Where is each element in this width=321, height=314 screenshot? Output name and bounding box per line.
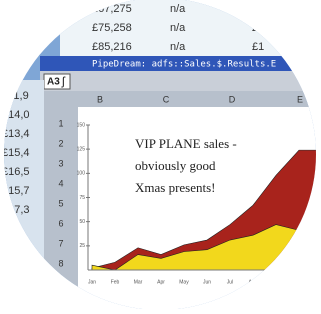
left-value: £16,5	[2, 166, 30, 178]
cell-text: £1	[252, 41, 264, 53]
y-tick-label: 50	[79, 219, 85, 225]
window-title: PipeDream: adfs::Sales.$.Results.E	[92, 60, 276, 70]
column-label: E	[297, 94, 303, 104]
cell-text: £67,275	[92, 3, 132, 15]
left-value: £17,3	[2, 204, 30, 216]
x-tick-label: Aug	[249, 279, 258, 285]
left-value: £14,0	[2, 109, 30, 121]
cell-text: £1	[252, 22, 264, 34]
column-header	[40, 91, 321, 107]
cell-ref: A3	[47, 77, 60, 88]
cell-text: £75,258	[92, 22, 132, 34]
cell-text: n/a	[170, 3, 186, 15]
left-value: £15,7	[2, 185, 30, 197]
chart-annotation: obviously good	[135, 158, 216, 173]
x-tick-label: Jun	[203, 279, 211, 285]
cell-text: n/a	[170, 41, 186, 53]
row-label: 1	[58, 118, 63, 128]
row-label: 5	[58, 198, 63, 208]
column-label: C	[163, 94, 170, 104]
y-tick-label: 125	[77, 146, 86, 152]
x-tick-label: Jul	[227, 279, 233, 285]
row-label: 8	[58, 258, 63, 268]
photo: £67,275 n/a £75,258 n/a £1 £85,216 n/a £1 PipeDr…	[0, 0, 321, 309]
row-label: 2	[58, 138, 63, 148]
row-label: 6	[58, 218, 63, 228]
y-tick-label: 75	[79, 195, 85, 201]
row-label: 7	[58, 238, 63, 248]
row-label: 4	[58, 178, 63, 188]
x-tick-label: May	[179, 279, 189, 285]
left-value: £13,4	[2, 128, 30, 140]
page: {"sheet_rows": [ ["£67,275", "n/a"], ["£…	[0, 0, 321, 309]
x-tick-label: Feb	[111, 279, 120, 285]
column-label: B	[97, 94, 103, 104]
screen: £67,275 n/a £75,258 n/a £1 £85,216 n/a £1 PipeDr…	[0, 0, 321, 309]
chart-annotation: Xmas presents!	[135, 180, 216, 195]
cell-text: n/a	[170, 22, 186, 34]
chart-annotation: VIP PLANE sales -	[135, 136, 237, 151]
x-tick-label: Apr	[157, 279, 165, 285]
row-label: 3	[58, 158, 63, 168]
y-tick-label: 25	[79, 243, 85, 249]
left-value: £11,9	[2, 90, 29, 102]
cell-text: £85,216	[92, 41, 132, 53]
column-label: D	[229, 94, 236, 104]
y-tick-label: 100	[77, 171, 86, 177]
x-tick-label: Mar	[134, 279, 143, 285]
x-tick-label: Jan	[88, 279, 96, 285]
y-tick-label: 150	[77, 122, 86, 128]
left-value: £15,4	[2, 147, 30, 159]
toolbar	[40, 71, 321, 91]
